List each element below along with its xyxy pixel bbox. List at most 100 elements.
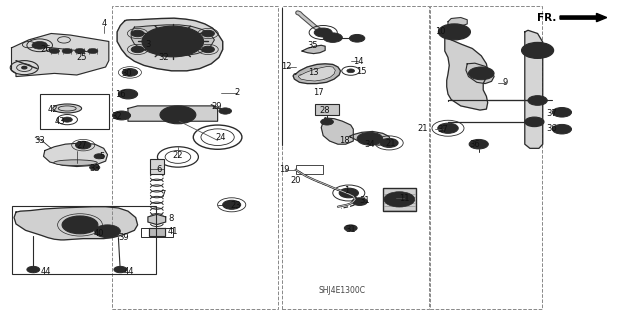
- Text: 31: 31: [360, 197, 370, 205]
- Text: 5: 5: [100, 152, 105, 161]
- Text: 32: 32: [158, 53, 168, 62]
- Text: 34: 34: [365, 140, 375, 149]
- Text: 29: 29: [211, 102, 221, 111]
- Text: 14: 14: [353, 57, 364, 66]
- Text: 26: 26: [41, 45, 51, 54]
- Circle shape: [159, 34, 187, 48]
- Circle shape: [32, 41, 47, 49]
- Circle shape: [339, 188, 358, 198]
- Text: 42: 42: [47, 105, 58, 114]
- Circle shape: [384, 192, 415, 207]
- Circle shape: [95, 225, 120, 238]
- Circle shape: [349, 34, 365, 42]
- Circle shape: [148, 36, 187, 55]
- Circle shape: [522, 42, 554, 58]
- Circle shape: [160, 106, 196, 124]
- Polygon shape: [448, 18, 467, 26]
- Polygon shape: [302, 45, 325, 54]
- Text: 16: 16: [115, 90, 125, 99]
- Circle shape: [118, 89, 138, 99]
- Text: 24: 24: [216, 133, 226, 142]
- Polygon shape: [298, 66, 335, 81]
- Polygon shape: [349, 131, 390, 145]
- Circle shape: [148, 29, 197, 54]
- Text: 28: 28: [320, 106, 330, 115]
- Circle shape: [438, 24, 470, 40]
- Text: 7: 7: [161, 190, 166, 199]
- Circle shape: [62, 216, 98, 234]
- Circle shape: [156, 40, 179, 51]
- Text: 30: 30: [122, 69, 132, 78]
- Circle shape: [131, 30, 144, 37]
- Circle shape: [49, 48, 60, 54]
- Circle shape: [131, 46, 144, 53]
- Text: 35: 35: [307, 41, 317, 50]
- Polygon shape: [12, 33, 109, 77]
- Text: 36: 36: [470, 140, 480, 149]
- Circle shape: [22, 66, 27, 69]
- Text: 23: 23: [230, 201, 241, 210]
- Circle shape: [321, 119, 333, 125]
- Circle shape: [533, 48, 542, 53]
- Text: 4: 4: [102, 19, 107, 28]
- Circle shape: [62, 48, 72, 54]
- Text: 10: 10: [435, 27, 445, 36]
- Text: 12: 12: [282, 63, 292, 71]
- Polygon shape: [14, 207, 138, 240]
- Circle shape: [552, 124, 572, 134]
- Text: 32: 32: [111, 112, 122, 121]
- Text: 37: 37: [547, 109, 557, 118]
- Text: 13: 13: [308, 68, 319, 77]
- Polygon shape: [148, 228, 165, 236]
- Polygon shape: [321, 118, 353, 144]
- Circle shape: [380, 138, 398, 147]
- Bar: [12, 206, 156, 274]
- Circle shape: [364, 136, 376, 142]
- Circle shape: [357, 132, 383, 145]
- Circle shape: [173, 112, 183, 117]
- Text: 8: 8: [169, 214, 174, 223]
- Circle shape: [114, 266, 127, 273]
- Text: 43: 43: [54, 117, 65, 126]
- Bar: [315, 104, 339, 115]
- Text: 20: 20: [291, 176, 301, 185]
- Text: 36: 36: [547, 124, 557, 133]
- Bar: [112, 6, 278, 309]
- Circle shape: [113, 111, 131, 120]
- Polygon shape: [117, 18, 223, 71]
- Circle shape: [90, 165, 100, 170]
- Text: 27: 27: [77, 141, 87, 150]
- Text: 6: 6: [156, 165, 161, 174]
- Polygon shape: [131, 25, 214, 56]
- Circle shape: [552, 108, 572, 117]
- Text: 19: 19: [280, 165, 290, 174]
- Text: 2: 2: [234, 88, 239, 97]
- Text: 21: 21: [417, 124, 428, 133]
- Text: 17: 17: [313, 88, 323, 97]
- Circle shape: [202, 46, 214, 53]
- Circle shape: [468, 67, 494, 80]
- Circle shape: [438, 123, 458, 133]
- Polygon shape: [293, 64, 340, 84]
- Circle shape: [75, 48, 85, 54]
- Bar: [282, 6, 429, 309]
- Circle shape: [75, 222, 85, 227]
- Text: 40: 40: [94, 229, 104, 238]
- Circle shape: [528, 96, 547, 105]
- Circle shape: [449, 29, 460, 34]
- Bar: [296, 165, 323, 174]
- Circle shape: [88, 48, 98, 54]
- Circle shape: [76, 141, 91, 149]
- Polygon shape: [466, 63, 494, 84]
- Text: 37: 37: [438, 125, 448, 134]
- Circle shape: [122, 69, 138, 76]
- Circle shape: [347, 69, 355, 73]
- Ellipse shape: [53, 104, 82, 113]
- Text: 33: 33: [90, 164, 100, 173]
- Circle shape: [469, 139, 488, 149]
- Text: SHJ4E1300C: SHJ4E1300C: [319, 286, 366, 295]
- Text: 39: 39: [118, 233, 129, 242]
- Polygon shape: [44, 143, 108, 167]
- Circle shape: [528, 46, 547, 55]
- Text: FR.: FR.: [538, 12, 557, 23]
